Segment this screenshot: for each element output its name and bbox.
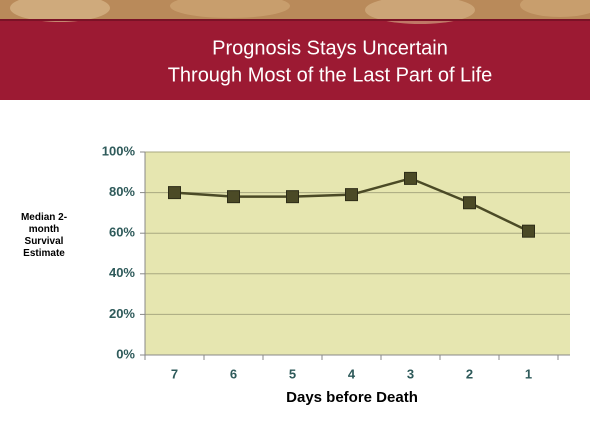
x-tick-label: 5 [289,366,296,381]
decor [170,0,290,18]
data-point [522,224,535,238]
y-tick-label: 40% [109,265,135,280]
x-axis-label: Days before Death [286,389,418,406]
y-tick-label: 60% [109,225,135,240]
y-tick-label: 80% [109,184,135,199]
data-point [227,190,240,204]
x-tick-label: 1 [525,366,532,381]
y-tick-label: 0% [116,346,135,361]
chart-title: Prognosis Stays Uncertain [212,37,448,59]
y-tick-label: 100% [102,143,136,158]
data-point [463,196,476,210]
data-point [168,186,181,200]
x-tick-label: 3 [407,366,414,381]
data-point [345,188,358,202]
decor [365,0,475,24]
data-point [404,171,417,185]
x-tick-label: 7 [171,366,178,381]
data-point [286,190,299,204]
decor [10,0,110,22]
x-tick-label: 4 [348,366,356,381]
x-tick-label: 2 [466,366,473,381]
x-tick-label: 6 [230,366,237,381]
y-tick-label: 20% [109,306,135,321]
chart-title: Through Most of the Last Part of Life [168,64,493,86]
y-axis-label: Median 2-month Survival Estimate [20,212,68,259]
decor-line [0,19,590,21]
plot-area [145,152,570,355]
decor [520,0,590,17]
